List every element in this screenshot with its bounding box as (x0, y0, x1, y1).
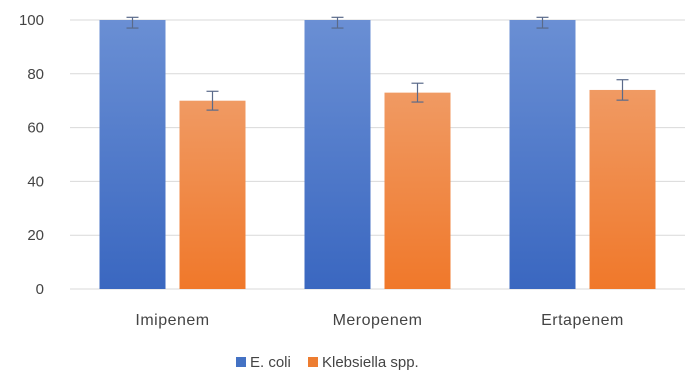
bar-ertapenem-series-1 (589, 89, 656, 289)
y-tick-label: 40 (27, 173, 44, 190)
y-tick-label: 100 (19, 12, 44, 29)
legend: E. coli Klebsiella spp. (236, 354, 419, 371)
bar-imipenem-series-1 (179, 100, 246, 289)
error-bar-imipenem-series-1 (206, 90, 219, 111)
legend-item-series-0: E. coli (236, 354, 291, 371)
y-tick-label: 60 (27, 120, 44, 137)
bar-imipenem-series-0 (99, 20, 166, 289)
x-category-label: Imipenem (135, 312, 209, 329)
y-tick-label: 20 (27, 227, 44, 244)
error-bars (126, 16, 629, 111)
legend-item-series-1: Klebsiella spp. (308, 354, 419, 371)
x-category-label: Meropenem (333, 312, 423, 329)
error-bar-imipenem-series-0 (126, 16, 139, 29)
bar-meropenem-series-1 (384, 92, 451, 289)
legend-label: Klebsiella spp. (322, 354, 419, 371)
legend-swatch (308, 357, 318, 367)
bar-meropenem-series-0 (304, 20, 371, 289)
error-bar-meropenem-series-1 (411, 82, 424, 103)
bars (99, 20, 656, 289)
y-axis-ticks: 0 20 40 60 80 100 (19, 12, 44, 298)
gridlines (70, 19, 685, 290)
legend-swatch (236, 357, 246, 367)
bar-ertapenem-series-0 (509, 20, 576, 289)
x-axis-categories: Imipenem Meropenem Ertapenem (135, 312, 624, 329)
error-bar-meropenem-series-0 (331, 16, 344, 29)
error-bar-ertapenem-series-0 (536, 16, 549, 29)
error-bar-ertapenem-series-1 (616, 79, 629, 101)
legend-label: E. coli (250, 354, 291, 371)
y-tick-label: 80 (27, 66, 44, 83)
y-tick-label: 0 (36, 281, 44, 298)
x-category-label: Ertapenem (541, 312, 624, 329)
